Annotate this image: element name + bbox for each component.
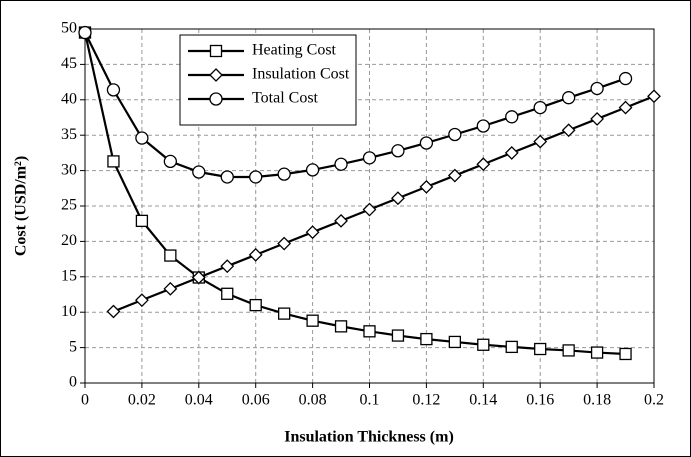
marker bbox=[220, 170, 234, 184]
x-tick-label: 0.2 bbox=[644, 392, 664, 409]
x-tick-label: 0 bbox=[81, 392, 89, 409]
marker bbox=[305, 163, 320, 177]
marker bbox=[277, 236, 292, 251]
marker bbox=[135, 214, 149, 228]
legend-marker bbox=[209, 92, 223, 106]
marker bbox=[107, 155, 120, 168]
y-tick-label: 10 bbox=[61, 303, 77, 320]
marker bbox=[306, 314, 319, 327]
y-tick-label: 40 bbox=[61, 90, 77, 107]
marker bbox=[135, 131, 149, 145]
marker bbox=[590, 346, 604, 359]
marker bbox=[248, 247, 263, 262]
y-tick-label: 5 bbox=[69, 338, 77, 355]
marker bbox=[221, 287, 234, 300]
marker bbox=[419, 136, 434, 150]
marker bbox=[362, 202, 377, 217]
marker bbox=[391, 329, 405, 342]
marker bbox=[78, 25, 92, 40]
marker bbox=[448, 335, 462, 349]
marker bbox=[164, 249, 177, 262]
y-tick-label: 25 bbox=[61, 197, 77, 214]
y-tick-label: 35 bbox=[61, 126, 77, 143]
marker bbox=[420, 332, 433, 346]
marker bbox=[647, 89, 661, 104]
marker bbox=[391, 144, 405, 158]
y-tick-label: 30 bbox=[61, 161, 77, 178]
legend-marker bbox=[209, 44, 223, 58]
marker bbox=[505, 340, 518, 354]
marker bbox=[562, 344, 575, 357]
marker bbox=[391, 191, 405, 206]
x-tick-label: 0.12 bbox=[412, 392, 440, 409]
marker bbox=[448, 127, 462, 142]
marker bbox=[590, 111, 605, 126]
x-tick-label: 0.18 bbox=[583, 392, 611, 409]
marker bbox=[476, 157, 491, 172]
marker bbox=[533, 100, 547, 115]
marker bbox=[534, 342, 547, 356]
marker bbox=[618, 71, 633, 86]
marker bbox=[191, 270, 206, 285]
x-tick-label: 0.14 bbox=[469, 392, 497, 409]
y-axis-title: Cost (USD/m²) bbox=[13, 156, 30, 256]
x-tick-label: 0.06 bbox=[242, 392, 270, 409]
legend-label: Insulation Cost bbox=[252, 66, 350, 83]
marker bbox=[249, 298, 262, 312]
marker bbox=[505, 110, 519, 124]
marker bbox=[618, 100, 633, 115]
y-tick-label: 15 bbox=[61, 267, 77, 284]
legend-label: Heating Cost bbox=[252, 42, 337, 59]
marker bbox=[106, 83, 121, 97]
y-tick-label: 50 bbox=[61, 20, 77, 37]
marker bbox=[476, 119, 490, 133]
y-tick-label: 0 bbox=[69, 374, 77, 391]
marker bbox=[447, 168, 462, 183]
marker bbox=[533, 134, 548, 149]
marker bbox=[163, 154, 178, 169]
marker bbox=[163, 281, 178, 296]
marker bbox=[277, 167, 291, 181]
marker bbox=[249, 170, 263, 184]
marker bbox=[590, 81, 604, 96]
marker bbox=[504, 145, 519, 160]
x-tick-label: 0.1 bbox=[360, 392, 380, 409]
x-tick-label: 0.02 bbox=[128, 392, 156, 409]
x-tick-label: 0.08 bbox=[299, 392, 327, 409]
marker bbox=[277, 307, 291, 320]
marker bbox=[562, 91, 576, 105]
plot-border bbox=[84, 28, 655, 384]
marker bbox=[334, 213, 348, 228]
marker bbox=[192, 165, 206, 179]
marker bbox=[334, 320, 348, 333]
x-tick-label: 0.16 bbox=[526, 392, 554, 409]
marker bbox=[561, 123, 576, 138]
marker bbox=[305, 225, 320, 240]
marker bbox=[419, 179, 434, 194]
marker bbox=[619, 347, 632, 361]
y-tick-label: 20 bbox=[61, 232, 77, 249]
marker bbox=[106, 304, 121, 319]
marker bbox=[220, 259, 235, 274]
marker bbox=[363, 325, 376, 338]
marker bbox=[362, 151, 377, 165]
x-tick-label: 0.04 bbox=[185, 392, 213, 409]
y-tick-label: 45 bbox=[61, 55, 77, 72]
legend-marker bbox=[209, 68, 223, 82]
marker bbox=[477, 338, 490, 351]
x-axis-title: Insulation Thickness (m) bbox=[284, 429, 454, 446]
legend-label: Total Cost bbox=[252, 90, 319, 107]
marker bbox=[134, 293, 149, 308]
marker bbox=[334, 157, 348, 171]
